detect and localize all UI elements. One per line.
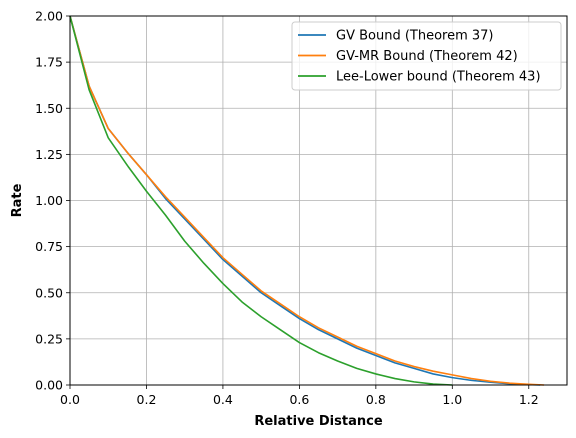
legend-label: GV Bound (Theorem 37) (336, 29, 494, 44)
y-tick-label: 1.50 (35, 101, 63, 116)
y-tick-label: 0.00 (35, 378, 63, 393)
series-line-3 (69, 15, 453, 386)
y-tick-label: 0.25 (35, 331, 63, 346)
x-tick-label: 0.6 (289, 392, 309, 407)
y-tick-label: 0.50 (35, 285, 63, 300)
x-tick-label: 0.4 (213, 392, 233, 407)
y-tick-label: 1.25 (35, 147, 63, 162)
y-axis-label: Rate (10, 183, 25, 217)
x-axis-label: Relative Distance (254, 414, 382, 429)
y-tick-label: 1.75 (35, 55, 63, 70)
legend: GV Bound (Theorem 37) GV-MR Bound (Theore… (291, 21, 562, 91)
legend-label: GV-MR Bound (Theorem 42) (336, 49, 518, 64)
y-tick-label: 0.75 (35, 239, 63, 254)
x-tick-label: 0.2 (137, 392, 157, 407)
series-line-2 (69, 15, 545, 386)
series-lines (69, 15, 545, 386)
x-tick-label: 0.0 (60, 392, 80, 407)
legend-box (291, 21, 562, 91)
legend-label: Lee-Lower bound (Theorem 43) (336, 70, 541, 85)
y-tick-label: 1.00 (35, 193, 63, 208)
x-tick-label: 1.2 (519, 392, 539, 407)
axis-ticks: 0.0 0.2 0.4 0.6 0.8 1.0 1.2 0.00 0.25 0.50 0.75 1.0… (35, 9, 539, 408)
x-tick-label: 0.8 (366, 392, 386, 407)
y-tick-label: 2.00 (35, 9, 63, 24)
x-tick-label: 1.0 (442, 392, 462, 407)
